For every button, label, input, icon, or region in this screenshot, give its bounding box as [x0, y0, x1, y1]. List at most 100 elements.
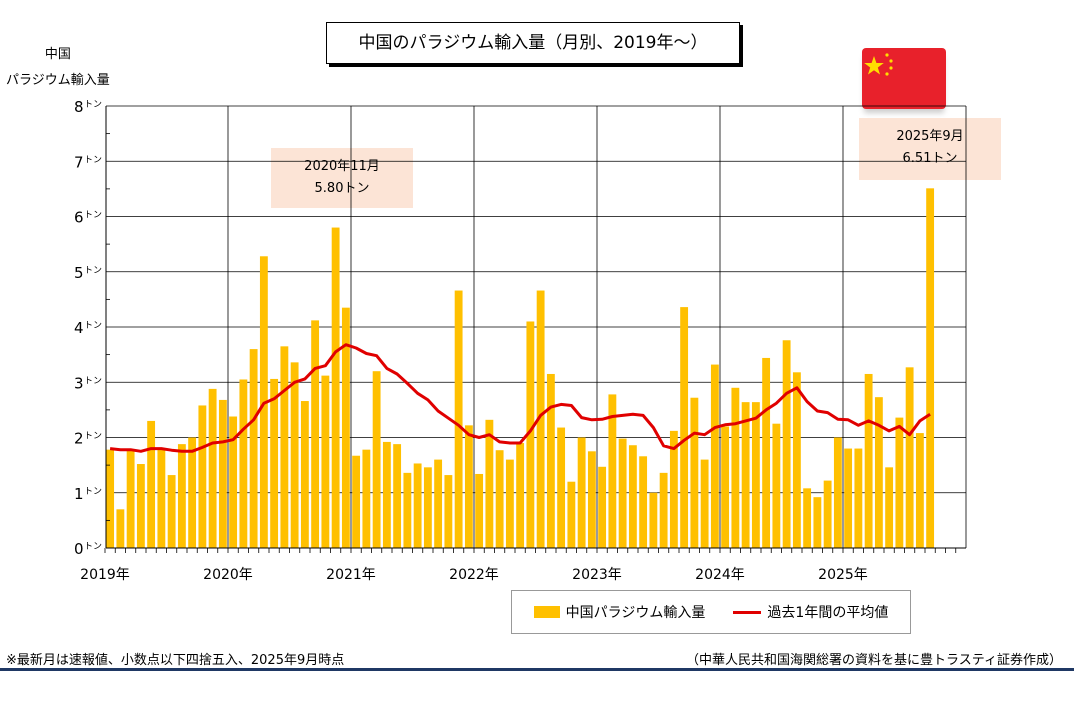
- bar-48: [598, 466, 607, 548]
- bar-76: [885, 467, 894, 548]
- bar-2: [126, 449, 135, 548]
- y-tick-unit-3: トン: [84, 376, 102, 386]
- average-line: [109, 343, 931, 453]
- y-tick-label-7: 7: [74, 153, 84, 171]
- y-tick-label-5: 5: [74, 264, 84, 282]
- legend-item-line: 過去1年間の平均値: [733, 602, 888, 622]
- y-tick-label-1: 1: [74, 485, 84, 503]
- bar-41: [526, 321, 535, 548]
- bar-69: [813, 497, 822, 548]
- bar-47: [587, 451, 596, 548]
- y-unit-line-1: 中国: [44, 47, 71, 62]
- x-tick-label-1: 2020年: [203, 567, 253, 583]
- bar-29: [403, 472, 412, 548]
- bar-54: [659, 472, 668, 548]
- x-tick-label-2: 2021年: [326, 567, 376, 583]
- bar-68: [803, 488, 812, 548]
- y-tick-unit-2: トン: [84, 432, 102, 442]
- bar-24: [352, 455, 361, 548]
- bar-25: [362, 449, 371, 548]
- bar-56: [680, 307, 689, 548]
- bar-12: [229, 416, 238, 548]
- bar-26: [372, 371, 381, 548]
- y-tick-label-3: 3: [74, 374, 84, 392]
- bar-74: [864, 373, 873, 548]
- y-tick-label-2: 2: [74, 430, 84, 448]
- y-tick-unit-0: トン: [84, 542, 102, 552]
- y-tick-unit-1: トン: [84, 487, 102, 497]
- bar-78: [905, 367, 914, 548]
- bar-55: [669, 430, 678, 548]
- bar-45: [567, 481, 576, 548]
- bar-59: [710, 364, 719, 548]
- callout-latest-2025-date: 2025年9月: [896, 129, 964, 144]
- bottom-rule: [0, 668, 1074, 671]
- y-tick-label-4: 4: [74, 319, 84, 337]
- bar-21: [321, 375, 330, 548]
- bar-37: [485, 419, 494, 548]
- y-tick-unit-4: トン: [84, 321, 102, 331]
- bar-16: [270, 378, 279, 548]
- bar-35: [464, 425, 473, 548]
- bar-49: [608, 394, 617, 548]
- bar-79: [915, 433, 924, 548]
- y-tick-unit-8: トン: [84, 100, 102, 110]
- bar-43: [546, 373, 555, 548]
- callout-peak-2020: 2020年11月 5.80トン: [271, 148, 413, 208]
- legend-bar-label: 中国パラジウム輸入量: [565, 605, 706, 621]
- y-tick-unit-6: トン: [84, 211, 102, 221]
- bar-27: [382, 441, 391, 548]
- line-series: [109, 343, 931, 453]
- y-tick-label-6: 6: [74, 209, 84, 227]
- x-tick-label-5: 2024年: [695, 567, 745, 583]
- callout-latest-2025-value: 6.51トン: [902, 151, 958, 166]
- legend-line-label: 過去1年間の平均値: [767, 605, 889, 621]
- y-tick-label-0: 0: [74, 540, 84, 558]
- x-tick-label-3: 2022年: [449, 567, 499, 583]
- bar-0: [106, 449, 115, 548]
- legend: 中国パラジウム輸入量 過去1年間の平均値: [511, 590, 911, 634]
- bar-38: [495, 450, 504, 548]
- y-unit-line-2: パラジウム輸入量: [6, 73, 110, 88]
- legend-bar-swatch: [533, 606, 560, 618]
- bar-18: [290, 362, 299, 548]
- bar-30: [413, 463, 422, 548]
- china-flag-stars: [864, 53, 893, 76]
- bar-67: [792, 372, 801, 548]
- bar-57: [690, 397, 699, 548]
- y-axis-unit-label: 中国 パラジウム輸入量: [6, 42, 110, 94]
- bar-80: [926, 188, 935, 548]
- footnote-source: （中華人民共和国海関総署の資料を基に豊トラスティ証券作成）: [686, 653, 1062, 668]
- bar-39: [505, 459, 514, 548]
- bar-58: [700, 459, 709, 548]
- bar-64: [762, 357, 771, 548]
- bar-4: [147, 420, 156, 548]
- footnote-left: ※最新月は速報値、小数点以下四捨五入、2025年9月時点: [6, 653, 345, 668]
- bar-3: [136, 464, 145, 548]
- bar-28: [393, 444, 402, 548]
- bar-46: [577, 437, 586, 548]
- bar-53: [649, 492, 658, 548]
- bar-31: [423, 467, 432, 548]
- callout-peak-2020-value: 5.80トン: [314, 181, 370, 196]
- y-tick-unit-5: トン: [84, 266, 102, 276]
- x-tick-label-0: 2019年: [80, 567, 130, 583]
- bar-series: [106, 188, 935, 549]
- y-tick-label-8: 8: [74, 98, 84, 116]
- bar-44: [557, 427, 566, 548]
- bar-75: [874, 397, 883, 548]
- y-tick-unit-7: トン: [84, 155, 102, 165]
- bar-66: [782, 340, 791, 548]
- bar-36: [475, 473, 484, 548]
- bar-70: [823, 480, 832, 548]
- bar-42: [536, 290, 545, 548]
- bar-50: [618, 438, 627, 548]
- bar-13: [239, 379, 248, 548]
- x-tick-label-6: 2025年: [818, 567, 868, 583]
- bar-8: [188, 437, 197, 548]
- bar-19: [300, 401, 309, 548]
- bar-11: [218, 399, 227, 548]
- bar-72: [844, 448, 853, 548]
- bar-62: [741, 402, 750, 548]
